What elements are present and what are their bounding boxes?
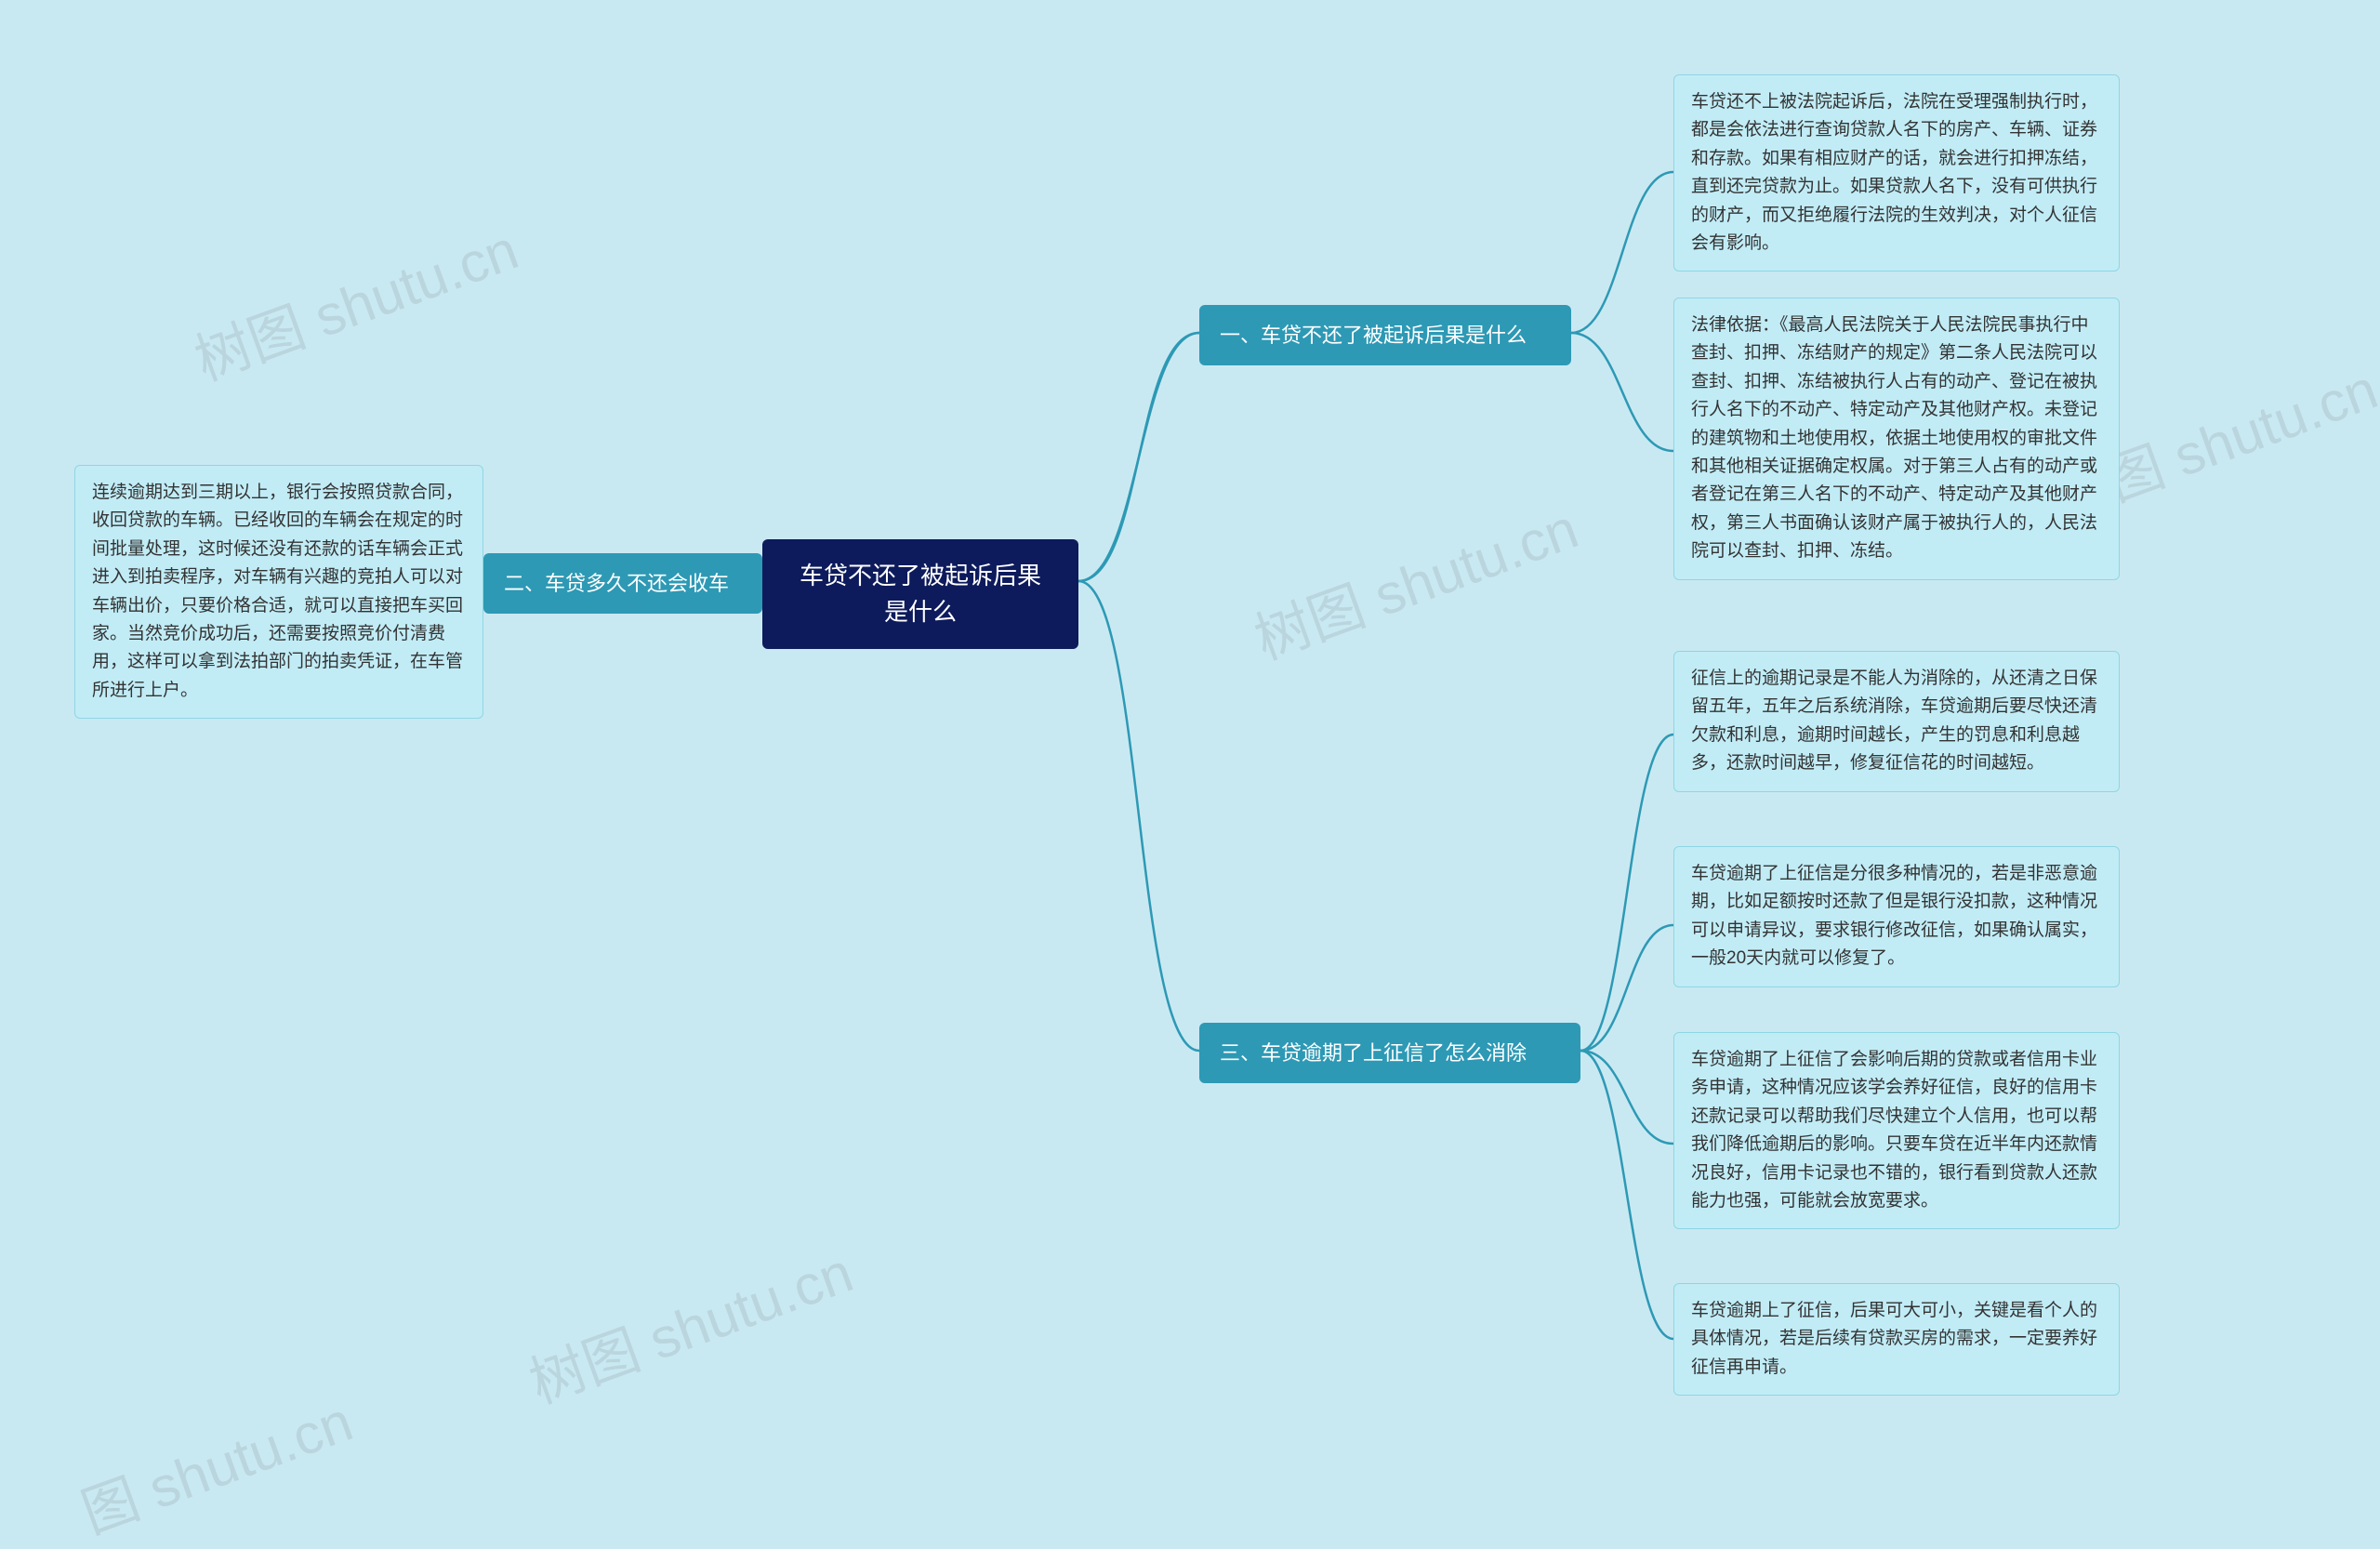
center-node[interactable]: 车贷不还了被起诉后果是什么 xyxy=(762,539,1078,649)
branch-label: 二、车贷多久不还会收车 xyxy=(504,572,729,595)
branch-node-2[interactable]: 二、车贷多久不还会收车 xyxy=(483,553,762,614)
leaf-node-1b[interactable]: 法律依据：《最高人民法院关于人民法院民事执行中查封、扣押、冻结财产的规定》第二条… xyxy=(1673,298,2120,580)
branch-label: 三、车贷逾期了上征信了怎么消除 xyxy=(1220,1041,1527,1065)
leaf-text: 征信上的逾期记录是不能人为消除的，从还清之日保留五年，五年之后系统消除，车贷逾期… xyxy=(1691,669,2097,773)
watermark: 树图 shutu.cn xyxy=(182,205,527,396)
branch-label: 一、车贷不还了被起诉后果是什么 xyxy=(1220,324,1527,347)
leaf-text: 连续逾期达到三期以上，银行会按照贷款合同，收回贷款的车辆。已经收回的车辆会在规定… xyxy=(92,483,463,700)
watermark: 树图 shutu.cn xyxy=(517,1227,862,1419)
leaf-node-3c[interactable]: 车贷逾期了上征信了会影响后期的贷款或者信用卡业务申请，这种情况应该学会养好征信，… xyxy=(1673,1032,2120,1229)
watermark: 图 shutu.cn xyxy=(69,1377,362,1549)
leaf-text: 车贷逾期了上征信是分很多种情况的，若是非恶意逾期，比如足额按时还款了但是银行没扣… xyxy=(1691,864,2097,968)
leaf-text: 车贷逾期了上征信了会影响后期的贷款或者信用卡业务申请，这种情况应该学会养好征信，… xyxy=(1691,1050,2097,1211)
leaf-text: 法律依据：《最高人民法院关于人民法院民事执行中查封、扣押、冻结财产的规定》第二条… xyxy=(1691,315,2097,561)
leaf-text: 车贷还不上被法院起诉后，法院在受理强制执行时，都是会依法进行查询贷款人名下的房产… xyxy=(1691,92,2097,253)
leaf-node-3a[interactable]: 征信上的逾期记录是不能人为消除的，从还清之日保留五年，五年之后系统消除，车贷逾期… xyxy=(1673,651,2120,792)
leaf-node-3d[interactable]: 车贷逾期上了征信，后果可大可小，关键是看个人的具体情况，若是后续有贷款买房的需求… xyxy=(1673,1283,2120,1396)
center-text: 车贷不还了被起诉后果是什么 xyxy=(800,562,1041,626)
leaf-text: 车贷逾期上了征信，后果可大可小，关键是看个人的具体情况，若是后续有贷款买房的需求… xyxy=(1691,1301,2097,1377)
leaf-node-1a[interactable]: 车贷还不上被法院起诉后，法院在受理强制执行时，都是会依法进行查询贷款人名下的房产… xyxy=(1673,74,2120,271)
leaf-node-2a[interactable]: 连续逾期达到三期以上，银行会按照贷款合同，收回贷款的车辆。已经收回的车辆会在规定… xyxy=(74,465,483,719)
branch-node-1[interactable]: 一、车贷不还了被起诉后果是什么 xyxy=(1199,305,1571,365)
watermark: 树图 shutu.cn xyxy=(1242,483,1587,675)
branch-node-3[interactable]: 三、车贷逾期了上征信了怎么消除 xyxy=(1199,1023,1580,1083)
leaf-node-3b[interactable]: 车贷逾期了上征信是分很多种情况的，若是非恶意逾期，比如足额按时还款了但是银行没扣… xyxy=(1673,846,2120,987)
